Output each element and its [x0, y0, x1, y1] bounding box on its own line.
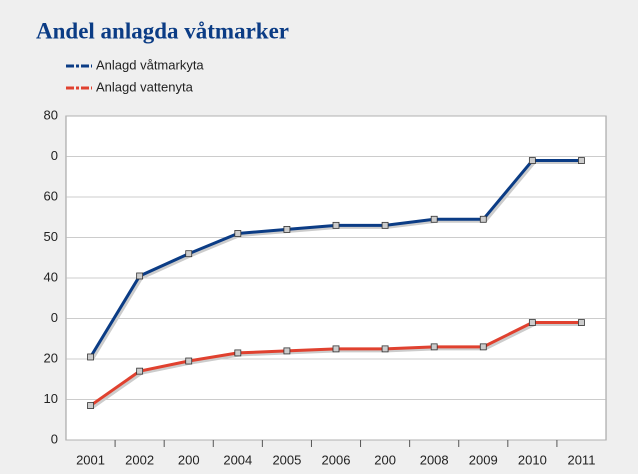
x-tick-label: 200	[178, 452, 200, 467]
y-tick-label: 80	[44, 107, 58, 122]
x-tick-label: 2009	[469, 452, 498, 467]
marker	[185, 250, 193, 258]
marker	[136, 272, 144, 280]
x-tick-label: 2006	[322, 452, 351, 467]
marker	[528, 319, 536, 326]
marker	[136, 367, 144, 375]
marker	[528, 157, 536, 164]
x-tick-label: 2008	[420, 452, 449, 467]
marker	[430, 215, 438, 223]
marker	[578, 157, 585, 164]
y-tick-label: 0	[51, 310, 58, 325]
chart-title: Andel anlagda våtmarker	[36, 18, 289, 43]
marker	[332, 221, 340, 229]
marker	[332, 345, 340, 353]
marker	[87, 353, 94, 361]
legend-label: Anlagd vattenyta	[96, 79, 194, 94]
y-tick-label: 60	[44, 188, 58, 203]
marker	[430, 343, 438, 351]
marker	[234, 349, 242, 357]
y-tick-label: 40	[44, 269, 58, 284]
marker	[234, 230, 242, 237]
y-tick-label: 50	[44, 229, 58, 244]
x-tick-label: 2004	[223, 452, 252, 467]
legend-label: Anlagd våtmarkyta	[96, 57, 204, 72]
x-tick-label: 2011	[567, 452, 595, 467]
y-tick-label: 0	[51, 431, 58, 446]
marker	[381, 221, 389, 229]
marker	[479, 215, 487, 223]
marker	[185, 357, 193, 365]
x-tick-label: 2010	[518, 452, 547, 467]
marker	[479, 343, 487, 351]
marker	[283, 347, 291, 355]
marker	[578, 319, 585, 326]
x-tick-label: 200	[374, 452, 396, 467]
marker	[87, 402, 94, 409]
marker	[381, 345, 389, 353]
y-tick-label: 20	[44, 350, 58, 365]
x-tick-label: 2005	[272, 452, 301, 467]
y-tick-label: 10	[44, 391, 58, 406]
marker	[283, 225, 291, 233]
y-tick-label: 0	[51, 148, 58, 163]
x-tick-label: 2002	[125, 452, 154, 467]
x-tick-label: 2001	[76, 452, 105, 467]
